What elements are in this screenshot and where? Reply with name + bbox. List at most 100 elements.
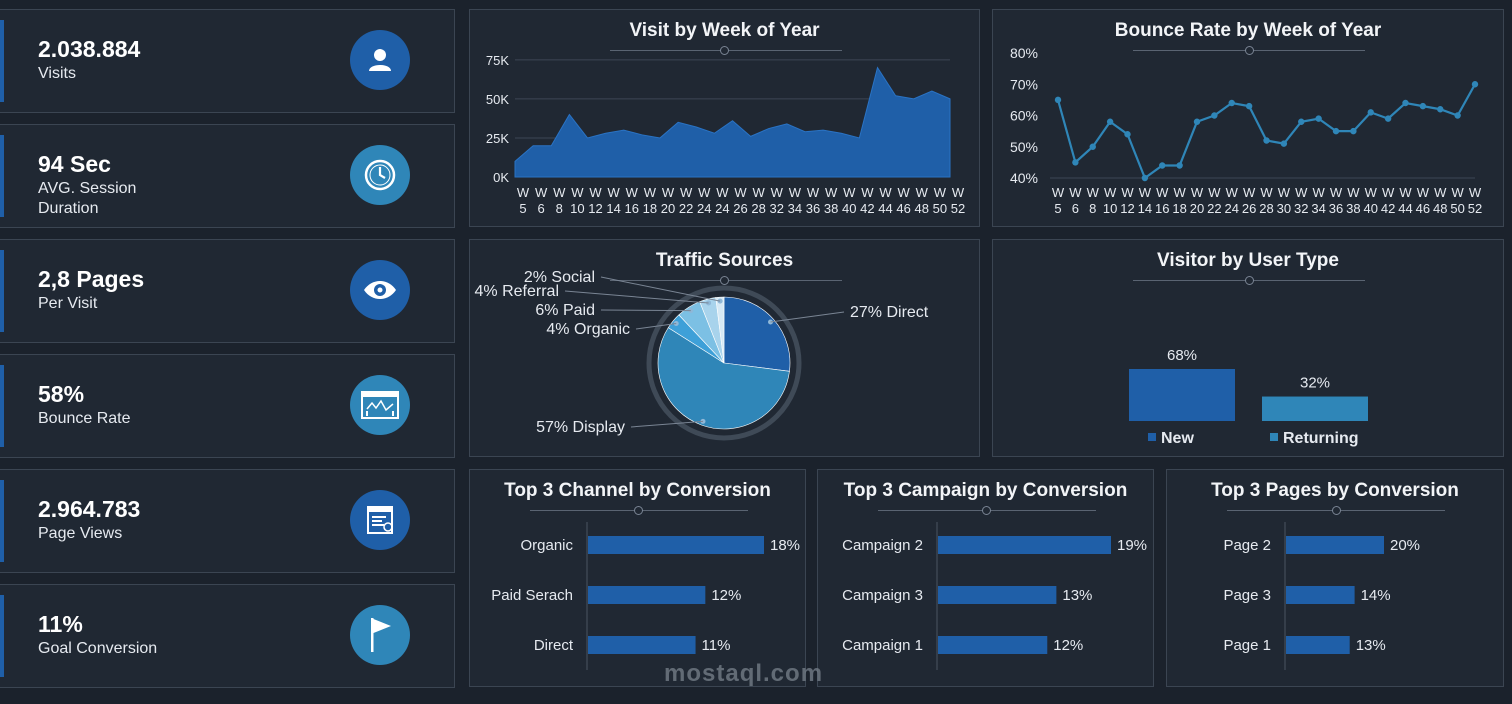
kpi-card: 2.964.783 Page Views bbox=[0, 469, 455, 573]
x-tick-label: 8 bbox=[556, 201, 563, 216]
data-point bbox=[1228, 99, 1235, 107]
x-tick-label: W bbox=[1469, 185, 1482, 200]
x-tick-label: W bbox=[1417, 185, 1430, 200]
pie-slice-label: 4% Organic bbox=[546, 321, 630, 338]
x-tick-label: 44 bbox=[878, 201, 892, 216]
eye-icon bbox=[350, 260, 410, 320]
category-label: Page 1 bbox=[1223, 637, 1271, 654]
pie-slice bbox=[657, 327, 790, 430]
bar-value-label: 13% bbox=[1062, 587, 1092, 604]
bar-value-label: 18% bbox=[770, 537, 800, 554]
kpi-card: 94 Sec AVG. Session Duration bbox=[0, 124, 455, 228]
visits-area-chart: 0K25K50K75KW5W6W8W10W12W14W16W18W20W22W2… bbox=[486, 53, 965, 216]
data-point bbox=[1245, 102, 1253, 110]
pie-leader-line bbox=[600, 309, 691, 312]
x-tick-label: W bbox=[535, 185, 548, 200]
x-tick-label: W bbox=[589, 185, 602, 200]
x-tick-label: W bbox=[607, 185, 620, 200]
x-tick-label: 48 bbox=[1433, 201, 1447, 216]
x-tick-label: 34 bbox=[788, 201, 802, 216]
watermark: mostaql.com bbox=[664, 660, 824, 687]
x-tick-label: W bbox=[1330, 185, 1343, 200]
kpi-label: Per Visit bbox=[38, 295, 98, 312]
y-tick-label: 80% bbox=[1010, 45, 1038, 61]
x-tick-label: 32 bbox=[770, 201, 784, 216]
visits-area-series bbox=[514, 66, 951, 178]
x-tick-label: W bbox=[716, 185, 729, 200]
x-tick-label: 44 bbox=[1398, 201, 1412, 216]
kpi-label: Goal Conversion bbox=[38, 640, 158, 657]
data-point bbox=[1193, 118, 1201, 125]
x-tick-label: 26 bbox=[733, 201, 747, 216]
chart-title: Top 3 Campaign by Conversion bbox=[843, 480, 1128, 501]
x-tick-label: W bbox=[879, 185, 892, 200]
x-tick-label: 5 bbox=[1054, 201, 1061, 216]
pie-slice-label: 6% Paid bbox=[535, 302, 595, 319]
conversion-bar bbox=[1286, 586, 1355, 604]
pie-slice-label: 2% Social bbox=[524, 269, 595, 286]
pages-bar-chart: Page 2 20% Page 3 14% Page 1 13% bbox=[1223, 522, 1420, 670]
document-icon bbox=[350, 490, 410, 550]
conversion-bar bbox=[1286, 636, 1350, 654]
x-tick-label: W bbox=[1312, 185, 1325, 200]
x-tick-label: 20 bbox=[661, 201, 675, 216]
kpi-value: 2.038.884 bbox=[38, 36, 141, 62]
x-tick-label: 50 bbox=[933, 201, 947, 216]
kpi-card: 11% Goal Conversion bbox=[0, 584, 455, 688]
data-point bbox=[1384, 115, 1392, 122]
user-icon bbox=[350, 30, 410, 90]
pie-slice bbox=[715, 296, 725, 364]
x-tick-label: W bbox=[734, 185, 747, 200]
x-tick-label: W bbox=[571, 185, 584, 200]
data-point bbox=[1211, 112, 1218, 119]
bar-value-label: 20% bbox=[1390, 537, 1420, 554]
pie-leader-line bbox=[564, 290, 709, 304]
pie-leader-line bbox=[630, 420, 704, 428]
title-divider-dot bbox=[634, 506, 643, 515]
data-point bbox=[1159, 162, 1166, 169]
pie-slice-label: 27% Direct bbox=[850, 304, 929, 321]
data-point bbox=[1402, 99, 1409, 107]
category-label: Campaign 2 bbox=[842, 537, 923, 554]
pie-leader-line bbox=[635, 322, 677, 330]
kpi-accent-bar bbox=[0, 135, 4, 217]
chart-title: Top 3 Channel by Conversion bbox=[504, 480, 771, 501]
conversion-bar bbox=[938, 536, 1111, 554]
bar-value-label: 32% bbox=[1300, 375, 1330, 392]
conversion-bar bbox=[588, 586, 706, 604]
bar-value-label: 12% bbox=[1053, 637, 1083, 654]
data-point bbox=[1367, 109, 1374, 116]
x-tick-label: W bbox=[1226, 185, 1239, 200]
user-type-bar bbox=[1262, 396, 1368, 421]
user-type-panel: Visitor by User Type 68% 32% New Returning bbox=[992, 239, 1504, 457]
chart-title: Traffic Sources bbox=[655, 250, 794, 271]
x-tick-label: W bbox=[1451, 185, 1464, 200]
x-tick-label: 40 bbox=[842, 201, 856, 216]
top-pages-panel: Top 3 Pages by Conversion Page 2 20% Page … bbox=[1166, 469, 1504, 687]
x-tick-label: 12 bbox=[1120, 201, 1134, 216]
title-divider-dot bbox=[1332, 506, 1341, 515]
x-tick-label: 20 bbox=[1190, 201, 1204, 216]
x-tick-label: W bbox=[789, 185, 802, 200]
x-tick-label: W bbox=[517, 185, 530, 200]
data-point bbox=[1280, 140, 1288, 147]
x-tick-label: 36 bbox=[1329, 201, 1343, 216]
x-tick-label: 40 bbox=[1364, 201, 1378, 216]
title-divider-dot bbox=[1245, 46, 1254, 55]
user-type-bar-chart: 68% 32% New Returning bbox=[1129, 347, 1368, 447]
kpi-accent-bar bbox=[0, 595, 4, 677]
x-tick-label: 22 bbox=[679, 201, 693, 216]
legend-swatch bbox=[1270, 433, 1278, 441]
x-tick-label: 48 bbox=[915, 201, 929, 216]
bounce-line-series bbox=[1056, 83, 1476, 180]
channel-bar-chart: Organic 18% Paid Serach 12% Direct 11% bbox=[491, 522, 800, 670]
kpi-value: 94 Sec bbox=[38, 151, 111, 177]
chart-title: Visitor by User Type bbox=[1157, 250, 1339, 271]
x-tick-label: W bbox=[771, 185, 784, 200]
legend-label: Returning bbox=[1283, 430, 1359, 447]
y-tick-label: 50% bbox=[1010, 139, 1038, 155]
category-label: Campaign 1 bbox=[842, 637, 923, 654]
kpi-label: AVG. Session Duration bbox=[38, 180, 137, 217]
x-tick-label: 46 bbox=[1416, 201, 1430, 216]
traffic-pie-chart: 27% Direct 57% Display 4% Organic 6% Paid 4%… bbox=[475, 269, 929, 441]
